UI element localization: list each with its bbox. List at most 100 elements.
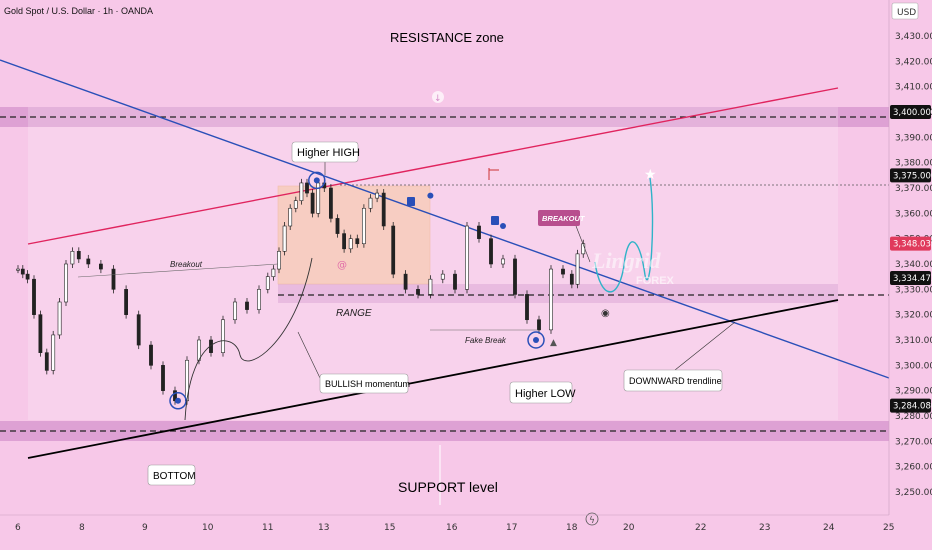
brand-sub: FOREX xyxy=(636,275,675,287)
candle-body xyxy=(465,225,469,290)
candle-body xyxy=(368,197,373,209)
candle-body xyxy=(575,253,580,285)
breakout-connector xyxy=(575,225,591,263)
candle-body xyxy=(305,182,309,194)
momentum-arrow xyxy=(184,257,313,421)
x-tick-label: 15 xyxy=(384,523,395,533)
x-tick-label: 20 xyxy=(623,523,635,533)
y-tick-label: 3,410.000 xyxy=(895,83,932,93)
candle-body xyxy=(277,251,281,270)
bullish-box xyxy=(319,373,409,394)
price-tag-bg xyxy=(890,398,931,413)
candle-body xyxy=(501,258,505,265)
y-tick-label: 3,270.000 xyxy=(895,437,932,447)
rocket-icon: ▲ xyxy=(550,338,557,348)
flag-icon-1 xyxy=(407,197,415,206)
candle-body xyxy=(124,289,129,315)
candle-body xyxy=(489,238,493,265)
candle-body xyxy=(375,192,380,199)
fake-break-label: Fake Break xyxy=(465,336,507,345)
candle-body xyxy=(335,218,340,234)
x-tick-label: 18 xyxy=(566,523,578,533)
breakout-tag-label: BREAKOUT xyxy=(542,214,586,223)
candle-body xyxy=(342,233,347,250)
candle-body xyxy=(265,276,270,290)
currency-box[interactable] xyxy=(891,2,919,20)
y-tick-label: 3,360.000 xyxy=(895,209,932,219)
candle-body xyxy=(569,273,574,285)
pivot-marker xyxy=(169,392,187,410)
candle-body xyxy=(86,258,91,265)
pivot-marker xyxy=(527,331,545,349)
down-connector xyxy=(674,321,736,371)
candle-body xyxy=(288,207,293,227)
candle-body xyxy=(391,225,396,275)
higher-high-box-label xyxy=(291,141,359,163)
x-tick-label: 24 xyxy=(823,523,835,533)
y-tick-label: 3,330.000 xyxy=(895,285,932,295)
x-tick-label: 25 xyxy=(883,523,894,533)
price-tag-label: 3,334.473 xyxy=(893,274,932,284)
resistance-label: RESISTANCE zone xyxy=(390,30,504,45)
flag-icon-2 xyxy=(491,216,499,225)
candle-body xyxy=(233,301,237,321)
y-tick-label: 3,390.000 xyxy=(895,133,932,143)
candle-body xyxy=(44,352,49,371)
y-tick-label: 3,430.000 xyxy=(895,32,932,42)
breakout-tag-box xyxy=(538,210,580,226)
candle-body xyxy=(32,278,36,315)
downward-box xyxy=(623,369,723,392)
candle-body xyxy=(70,251,75,265)
candle-body xyxy=(403,273,408,290)
pivot-dot xyxy=(175,397,181,404)
target-star: ★ xyxy=(644,167,657,183)
candle-body xyxy=(111,268,116,290)
price-tag-label: 3,375.000 xyxy=(893,171,932,181)
candle-body xyxy=(161,365,165,391)
candle-body xyxy=(293,200,298,209)
pivot-dot xyxy=(313,177,320,184)
flag-pole-icon xyxy=(488,168,499,180)
candle-body xyxy=(525,294,529,321)
y-tick-label: 3,420.000 xyxy=(895,57,932,67)
y-tick-label: 3,370.000 xyxy=(895,184,932,194)
candle-body xyxy=(428,278,433,295)
down-arrow-icon xyxy=(432,91,444,103)
blue-trendline xyxy=(0,59,890,379)
snail-icon: @ xyxy=(337,260,347,271)
x-tick-label: 8 xyxy=(79,523,85,533)
candle-body xyxy=(453,273,457,290)
candle-body xyxy=(136,314,141,346)
candle-body xyxy=(561,268,565,275)
candle-body xyxy=(440,273,445,280)
candle-body xyxy=(57,301,62,336)
downward-label: DOWNWARD trendline xyxy=(629,376,722,386)
pivot-dot xyxy=(500,223,506,229)
brand-main: Lingrid xyxy=(591,248,661,273)
x-tick-label: 13 xyxy=(318,523,329,533)
symbol-title: Gold Spot / U.S. Dollar · 1h · OANDA xyxy=(4,6,153,16)
price-tag-bg xyxy=(890,105,931,119)
candle-body xyxy=(25,273,30,280)
candle-body xyxy=(416,289,420,295)
candle-body xyxy=(361,207,366,245)
price-tag-bg xyxy=(890,271,931,286)
candle-body xyxy=(38,314,43,353)
candle-body xyxy=(76,251,81,260)
x-tick-label: 9 xyxy=(142,523,148,533)
price-tag-label: 3,284.080 xyxy=(893,402,932,412)
black-trendline xyxy=(27,299,839,459)
projection-path xyxy=(594,177,654,293)
candle-body xyxy=(348,238,353,250)
x-ticks: 6 8 9 10 11 13 15 16 17 18 20 22 23 24 25 xyxy=(15,523,894,533)
currency-label: USD xyxy=(897,8,916,18)
bolt-icon xyxy=(585,512,599,526)
candle-body xyxy=(513,258,517,295)
candle-body xyxy=(537,319,541,331)
candle-body xyxy=(51,334,56,371)
candles xyxy=(16,178,586,405)
price-tags: 3,400.000 3,375.000 3,348.035 3,334.473 3,28… xyxy=(890,105,932,413)
candle-body xyxy=(355,238,360,245)
red-trendline xyxy=(27,87,839,245)
bullish-label: BULLISH momentum xyxy=(325,379,410,389)
